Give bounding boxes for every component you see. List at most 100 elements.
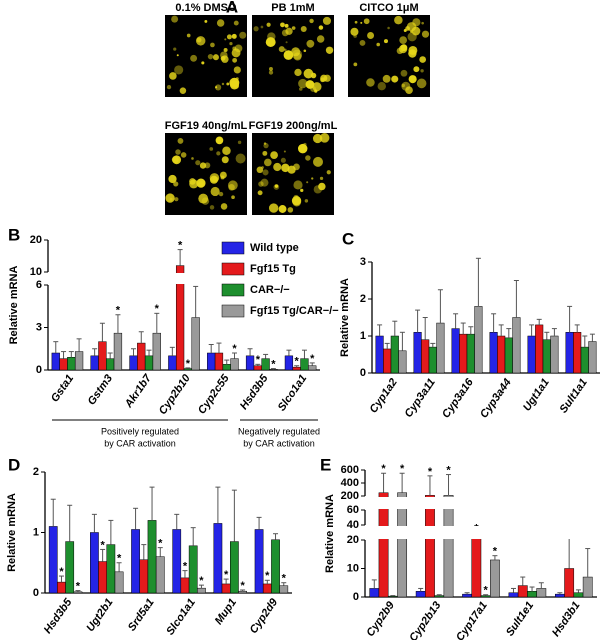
cell-signal [421,21,424,25]
cell-signal [221,156,229,164]
bar [90,532,99,594]
x-tick-label: Cyp2b13 [407,600,443,640]
cell-signal [353,34,357,38]
y-tick-label: 0 [33,587,39,599]
significance-mark: * [493,546,498,558]
cell-signal [273,162,282,172]
cell-signal [303,142,307,147]
cell-signal [174,65,184,75]
significance-mark: * [224,569,229,581]
bar [421,339,430,374]
bar [369,588,380,598]
significance-mark: * [158,538,163,550]
cell-signal [209,175,218,184]
bar [383,348,392,374]
cell-signal [215,86,218,89]
y-tick-label: 600 [341,464,359,476]
y-tick-label: 6 [36,279,42,291]
bar [245,355,255,371]
bar [147,520,157,594]
cell-signal [239,31,247,39]
y-tick-label: 20 [347,534,359,546]
cell-signal [413,66,420,73]
image-title: PB 1mM [271,2,314,14]
significance-mark: * [178,240,183,252]
cell-signal [201,61,205,65]
bar [554,593,565,598]
x-tick-label: Cyp3a11 [403,377,438,420]
cell-signal [195,160,201,166]
cell-signal [220,51,228,59]
legend-swatch [221,262,245,276]
cell-signal [165,193,175,203]
cell-signal [313,156,323,167]
y-tick-label: 3 [360,256,366,268]
x-tick-label: Cyp2b9 [364,599,397,639]
bar [51,352,60,371]
x-tick-label: Cyp1a2 [368,377,400,416]
cell-signal [216,151,221,156]
significance-mark: * [265,570,270,582]
significance-mark: * [155,303,160,315]
bar [580,346,589,374]
cell-signal [360,21,363,24]
cell-signal [196,178,206,188]
bar [390,335,399,374]
cell-signal [226,82,230,86]
cell-signal [421,30,430,38]
cell-signal [235,153,246,164]
cell-signal [408,49,417,58]
y-tick-label: 10 [347,562,359,574]
y-tick-label: 0 [36,364,42,376]
cell-signal [319,176,324,181]
bar [398,350,407,374]
bar [425,495,435,598]
cell-signal [219,171,227,179]
cell-signal [405,86,413,95]
x-tick-label: Gsta1 [49,373,76,405]
cell-signal [264,158,272,167]
cell-signal [399,36,408,44]
cell-signal [312,133,323,144]
bar [253,365,262,371]
x-tick-label: Cyp2b10 [157,372,194,417]
bar [527,335,536,374]
bar [222,364,231,371]
bar [517,585,528,598]
panel-letter: D [8,455,20,474]
cell-signal [171,156,179,164]
cell-signal [366,78,375,87]
cell-signal [198,193,209,204]
bar [144,355,154,371]
x-tick-label: Gstm3 [86,373,115,408]
x-tick-label: Srd5a1 [126,597,157,634]
cell-signal [229,41,233,46]
bar [98,561,108,594]
cell-signal [218,191,224,197]
bar [415,591,426,598]
cell-signal [175,149,181,155]
cell-signal [291,26,296,30]
bar [434,595,445,598]
bar [207,352,216,371]
cell-signal [350,27,359,36]
legend-swatch [221,283,245,297]
legend-label: Fgf15 Tg [250,263,296,275]
significance-mark: * [76,580,81,592]
x-tick-label: Akr1b7 [122,372,154,411]
legend-swatch [221,241,245,255]
cell-signal [263,142,267,145]
bar [271,539,280,594]
bar [413,332,422,374]
cell-signal [196,37,202,43]
bar [262,583,272,594]
bar [474,306,483,374]
cell-signal [257,190,263,196]
cell-signal [396,47,404,55]
cell-signal [215,136,224,145]
cell-signal [212,54,219,61]
bar [512,317,521,374]
y-tick-label: 0 [353,591,359,603]
panel-letter: A [226,0,238,16]
